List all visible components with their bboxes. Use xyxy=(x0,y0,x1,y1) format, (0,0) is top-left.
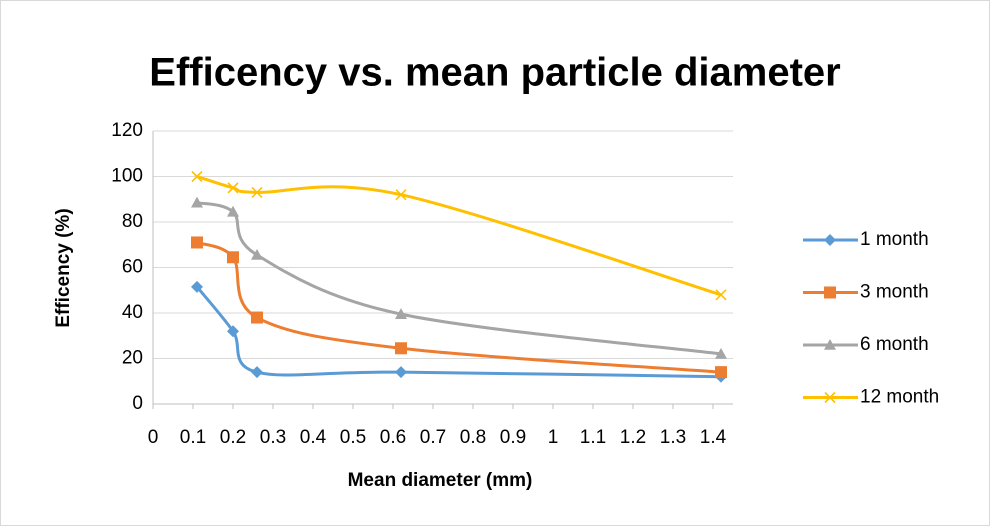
legend-marker xyxy=(824,339,836,350)
data-point xyxy=(227,205,239,217)
x-tick-label: 1.2 xyxy=(620,427,646,448)
x-tick-label: 1 xyxy=(548,427,559,448)
y-tick-label: 120 xyxy=(111,120,143,141)
legend-label: 1 month xyxy=(860,229,929,250)
data-point xyxy=(227,182,239,194)
data-point xyxy=(715,289,727,301)
legend-label: 12 month xyxy=(860,387,939,408)
x-tick-label: 0.9 xyxy=(500,427,526,448)
legend-marker xyxy=(824,391,836,404)
data-point xyxy=(395,366,407,379)
x-tick-label: 0.3 xyxy=(260,427,286,448)
y-tick-label: 80 xyxy=(122,211,143,232)
x-tick-label: 1.1 xyxy=(580,427,606,448)
x-tick-label: 1.3 xyxy=(660,427,686,448)
legend-label: 6 month xyxy=(860,334,929,355)
data-point xyxy=(715,366,727,379)
data-point xyxy=(395,308,407,319)
y-tick-label: 0 xyxy=(132,393,143,414)
y-tick-label: 60 xyxy=(122,257,143,278)
data-point xyxy=(227,325,239,338)
x-tick-label: 0.1 xyxy=(180,427,206,448)
data-point xyxy=(395,342,407,355)
y-tick-label: 100 xyxy=(111,166,143,187)
y-axis-label: Efficency (%) xyxy=(53,208,74,327)
x-tick-label: 0.5 xyxy=(340,427,366,448)
data-point xyxy=(715,347,727,359)
x-axis-label: Mean diameter (mm) xyxy=(348,470,533,491)
y-tick-label: 20 xyxy=(122,348,143,369)
x-tick-label: 0.2 xyxy=(220,427,246,448)
legend-label: 3 month xyxy=(860,282,929,303)
legend-marker xyxy=(824,286,836,299)
data-point xyxy=(191,236,203,249)
x-tick-label: 0.4 xyxy=(300,427,327,448)
data-point xyxy=(227,251,239,264)
chart-title: Efficency vs. mean particle diameter xyxy=(149,51,840,95)
x-tick-label: 0.8 xyxy=(460,427,486,448)
data-point xyxy=(251,248,263,260)
x-tick-label: 0 xyxy=(148,427,159,448)
data-point xyxy=(191,280,203,293)
data-point xyxy=(191,196,203,208)
x-tick-label: 0.6 xyxy=(380,427,406,448)
data-point xyxy=(191,170,203,183)
y-tick-label: 40 xyxy=(122,302,143,323)
data-point xyxy=(251,366,263,379)
data-point xyxy=(395,189,407,201)
data-point xyxy=(251,186,263,198)
x-tick-label: 0.7 xyxy=(420,427,446,448)
legend-marker xyxy=(824,234,836,246)
data-point xyxy=(251,311,263,324)
x-tick-label: 1.4 xyxy=(700,427,727,448)
